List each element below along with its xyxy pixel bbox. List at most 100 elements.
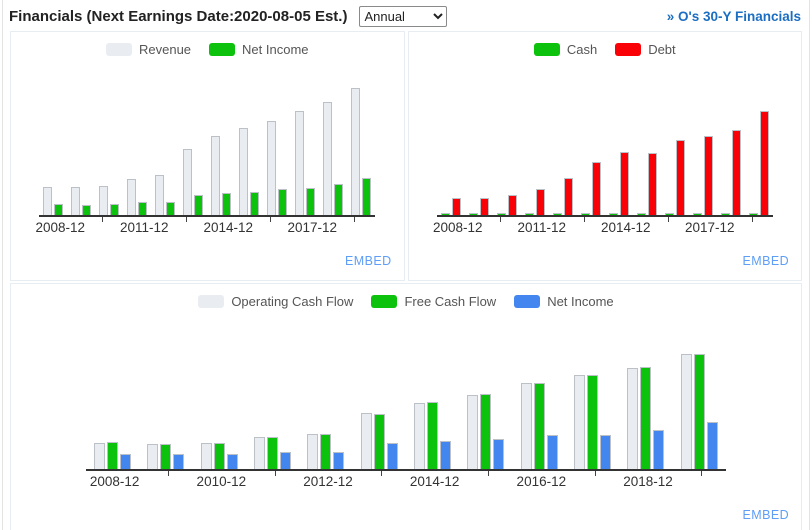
- bar-revenue-2009-12[interactable]: [71, 187, 81, 215]
- bar-revenue-2019-12[interactable]: [351, 88, 361, 215]
- bar-net-income-2008-12[interactable]: [120, 454, 132, 469]
- bar-debt-2011-12[interactable]: [535, 189, 545, 215]
- bar-operating-cash-flow-2017-12[interactable]: [574, 375, 586, 469]
- bar-net-income-2019-12[interactable]: [706, 422, 718, 469]
- bar-revenue-2013-12[interactable]: [183, 149, 193, 215]
- bar-revenue-2012-12[interactable]: [155, 175, 165, 215]
- bar-net-income-2018-12[interactable]: [334, 184, 344, 215]
- bar-revenue-2008-12[interactable]: [43, 187, 53, 215]
- bar-operating-cash-flow-2011-12[interactable]: [254, 437, 266, 469]
- bar-net-income-2016-12[interactable]: [546, 435, 558, 469]
- legend-item-net-income[interactable]: Net Income: [514, 294, 614, 309]
- bar-operating-cash-flow-2015-12[interactable]: [467, 395, 479, 469]
- bar-operating-cash-flow-2009-12[interactable]: [147, 444, 159, 469]
- bar-cash-2018-12[interactable]: [720, 213, 730, 215]
- bar-free-cash-flow-2017-12[interactable]: [587, 375, 599, 469]
- bar-net-income-2012-12[interactable]: [333, 452, 345, 469]
- legend-item-free-cash-flow[interactable]: Free Cash Flow: [371, 294, 496, 309]
- bar-debt-2016-12[interactable]: [675, 140, 685, 215]
- bar-net-income-2012-12[interactable]: [166, 202, 176, 215]
- bar-cash-2011-12[interactable]: [524, 213, 534, 215]
- bar-cash-2010-12[interactable]: [496, 213, 506, 215]
- legend-item-debt[interactable]: Debt: [615, 41, 676, 57]
- embed-link[interactable]: EMBED: [742, 508, 789, 522]
- bar-revenue-2014-12[interactable]: [211, 136, 221, 215]
- bar-debt-2010-12[interactable]: [507, 195, 517, 215]
- bar-net-income-2014-12[interactable]: [222, 193, 232, 215]
- bar-cash-2014-12[interactable]: [608, 213, 618, 215]
- legend-item-operating-cash-flow[interactable]: Operating Cash Flow: [198, 294, 353, 309]
- bar-operating-cash-flow-2010-12[interactable]: [200, 443, 212, 469]
- legend-label: Debt: [648, 41, 676, 57]
- bar-operating-cash-flow-2019-12[interactable]: [680, 354, 692, 469]
- bar-net-income-2009-12[interactable]: [173, 454, 185, 469]
- bar-debt-2019-12[interactable]: [759, 111, 769, 215]
- bar-free-cash-flow-2009-12[interactable]: [160, 444, 172, 469]
- bar-cash-2009-12[interactable]: [468, 213, 478, 215]
- bar-debt-2013-12[interactable]: [591, 162, 601, 215]
- bar-group-2010-12: [95, 186, 123, 215]
- thirty-year-financials-link[interactable]: » O's 30-Y Financials: [666, 9, 801, 24]
- bar-free-cash-flow-2014-12[interactable]: [427, 402, 439, 469]
- bar-cash-2017-12[interactable]: [692, 213, 702, 215]
- bar-free-cash-flow-2011-12[interactable]: [267, 437, 279, 469]
- bar-group-2009-12: [465, 198, 493, 215]
- bar-operating-cash-flow-2013-12[interactable]: [360, 413, 372, 469]
- bar-operating-cash-flow-2018-12[interactable]: [627, 368, 639, 469]
- bar-cash-2016-12[interactable]: [664, 213, 674, 215]
- bar-debt-2012-12[interactable]: [563, 178, 573, 215]
- bar-operating-cash-flow-2008-12[interactable]: [94, 443, 106, 469]
- bar-free-cash-flow-2019-12[interactable]: [693, 354, 705, 469]
- bar-net-income-2013-12[interactable]: [194, 195, 204, 215]
- embed-link[interactable]: EMBED: [742, 254, 789, 268]
- bar-free-cash-flow-2018-12[interactable]: [640, 367, 652, 469]
- bar-net-income-2017-12[interactable]: [600, 435, 612, 469]
- bar-net-income-2011-12[interactable]: [138, 202, 148, 215]
- legend-item-revenue[interactable]: Revenue: [105, 42, 191, 57]
- bar-net-income-2009-12[interactable]: [82, 205, 92, 215]
- bar-cash-2019-12[interactable]: [748, 213, 758, 215]
- bar-free-cash-flow-2015-12[interactable]: [480, 394, 492, 469]
- bar-cash-2012-12[interactable]: [552, 213, 562, 215]
- bar-revenue-2010-12[interactable]: [99, 186, 109, 215]
- bar-revenue-2018-12[interactable]: [323, 102, 333, 215]
- bar-cash-2015-12[interactable]: [636, 213, 646, 215]
- bar-net-income-2008-12[interactable]: [54, 204, 64, 215]
- period-select[interactable]: Annual: [359, 6, 448, 27]
- bar-net-income-2010-12[interactable]: [226, 454, 238, 469]
- bar-net-income-2011-12[interactable]: [280, 452, 292, 469]
- bar-debt-2014-12[interactable]: [619, 152, 629, 215]
- bar-free-cash-flow-2012-12[interactable]: [320, 434, 332, 469]
- bar-free-cash-flow-2010-12[interactable]: [213, 443, 225, 469]
- bar-cash-2013-12[interactable]: [580, 213, 590, 215]
- bar-net-income-2016-12[interactable]: [278, 189, 288, 215]
- bar-cash-2008-12[interactable]: [440, 213, 450, 215]
- bar-operating-cash-flow-2014-12[interactable]: [414, 403, 426, 469]
- bar-free-cash-flow-2016-12[interactable]: [533, 383, 545, 469]
- bar-free-cash-flow-2013-12[interactable]: [373, 414, 385, 469]
- bar-revenue-2017-12[interactable]: [295, 111, 305, 215]
- bar-net-income-2019-12[interactable]: [362, 178, 372, 215]
- bar-net-income-2018-12[interactable]: [653, 430, 665, 469]
- bar-free-cash-flow-2008-12[interactable]: [107, 442, 119, 469]
- bar-revenue-2011-12[interactable]: [127, 179, 137, 215]
- bar-debt-2008-12[interactable]: [451, 198, 461, 215]
- bar-net-income-2014-12[interactable]: [440, 441, 452, 469]
- bar-net-income-2013-12[interactable]: [386, 443, 398, 469]
- bar-debt-2017-12[interactable]: [703, 136, 713, 215]
- bar-revenue-2016-12[interactable]: [267, 121, 277, 215]
- bar-net-income-2015-12[interactable]: [250, 192, 260, 215]
- legend-label: Net Income: [242, 41, 309, 57]
- bar-debt-2015-12[interactable]: [647, 153, 657, 215]
- bar-net-income-2017-12[interactable]: [306, 188, 316, 215]
- bar-net-income-2010-12[interactable]: [110, 204, 120, 215]
- bar-revenue-2015-12[interactable]: [239, 128, 249, 215]
- bar-net-income-2015-12[interactable]: [493, 439, 505, 469]
- bar-operating-cash-flow-2016-12[interactable]: [520, 383, 532, 469]
- bar-operating-cash-flow-2012-12[interactable]: [307, 434, 319, 469]
- embed-link[interactable]: EMBED: [345, 254, 392, 268]
- bar-debt-2009-12[interactable]: [479, 198, 489, 215]
- bar-debt-2018-12[interactable]: [731, 130, 741, 215]
- legend-item-net-income[interactable]: Net Income: [209, 41, 309, 57]
- legend-item-cash[interactable]: Cash: [533, 42, 597, 57]
